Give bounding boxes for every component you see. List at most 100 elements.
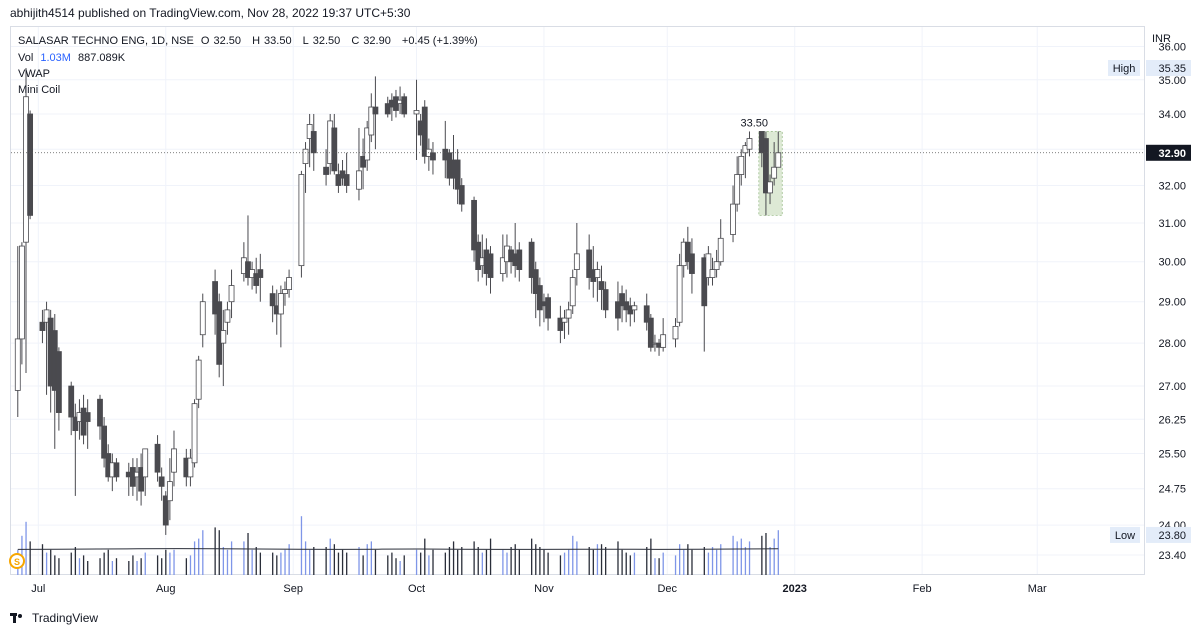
- volume-bar: [715, 549, 718, 575]
- volume-ma-line: [17, 548, 779, 550]
- legend-vwap[interactable]: VWAP: [18, 68, 50, 80]
- volume-bar: [198, 538, 200, 575]
- candle-body: [701, 257, 708, 307]
- volume-bar: [333, 544, 336, 575]
- volume-bar: [687, 544, 689, 575]
- price-tick-label: 24.75: [1158, 484, 1186, 496]
- volume-bar: [140, 558, 142, 575]
- candle-body: [746, 138, 753, 150]
- volume-bar: [165, 549, 167, 575]
- volume-bar: [202, 530, 204, 575]
- candle-body: [454, 159, 461, 190]
- volume-bar: [415, 549, 418, 575]
- time-tick-label: Mar: [1028, 583, 1047, 595]
- candles: [14, 68, 782, 535]
- candle-body: [413, 110, 420, 115]
- volume-bar: [679, 544, 681, 575]
- candle-body: [586, 249, 593, 278]
- candle-body: [191, 403, 198, 464]
- candle-body: [705, 253, 712, 278]
- volume-bar: [132, 555, 134, 575]
- low-value: 23.80: [1158, 530, 1186, 542]
- candle-body: [545, 297, 551, 319]
- high-tag-label: High: [1113, 63, 1136, 75]
- volume-bar: [325, 547, 327, 575]
- candle-body: [298, 174, 305, 267]
- time-tick-label: Jul: [31, 583, 45, 595]
- candle-body: [138, 467, 144, 492]
- overlays: 33.50 S: [9, 117, 1144, 569]
- event-marker-letter: S: [14, 557, 20, 567]
- candle-body: [39, 321, 46, 331]
- volume-bar: [87, 561, 89, 575]
- volume-bar: [625, 552, 627, 575]
- volume-bar: [50, 549, 52, 575]
- candle-body: [27, 113, 34, 216]
- volume-bar: [169, 552, 171, 575]
- low-value-bg: [1146, 526, 1191, 543]
- volume-bar: [568, 549, 570, 575]
- tradingview-logo-icon: [10, 612, 28, 624]
- candle-body: [212, 281, 218, 315]
- volume-bar: [276, 555, 278, 575]
- volume-bar: [115, 558, 118, 575]
- price-tick-label: 31.00: [1158, 218, 1186, 230]
- candle-body: [364, 127, 371, 161]
- volume-bar: [617, 541, 619, 575]
- legend-volume-line[interactable]: Vol 1.03M 887.089K: [18, 52, 129, 64]
- volume-bar: [740, 538, 742, 575]
- volume-bar: [395, 558, 397, 575]
- time-axis: Jul Aug Sep Oct Nov Dec 2023 Feb Mar: [31, 583, 1047, 595]
- volume-bar: [173, 549, 175, 575]
- candle-body: [565, 309, 572, 319]
- volume-bar: [477, 547, 479, 575]
- volume-bar: [280, 552, 282, 575]
- volume-ma-layer: [17, 548, 779, 550]
- volume-bar: [674, 555, 677, 575]
- time-tick-label: 2023: [782, 583, 806, 595]
- candle-body: [775, 152, 782, 168]
- volume-bar: [481, 552, 483, 575]
- candle-body: [487, 253, 494, 278]
- change-field: +0.45 (+1.39%): [401, 35, 478, 47]
- volume-bar: [703, 547, 705, 575]
- candle-body: [767, 181, 773, 194]
- volume-bar: [387, 555, 389, 575]
- candle-body: [647, 317, 654, 348]
- candle-body: [55, 351, 62, 413]
- candle-body: [343, 174, 350, 186]
- candle-body: [187, 457, 194, 478]
- candle-body: [557, 317, 564, 331]
- volume-bar: [658, 558, 660, 575]
- candle-body: [68, 385, 75, 418]
- price-tick-label: 32.00: [1158, 181, 1186, 193]
- volume-bar: [444, 552, 446, 575]
- candle-body: [676, 265, 683, 323]
- candle-body: [763, 138, 769, 194]
- volume-bar: [78, 558, 81, 575]
- symbol-name[interactable]: SALASAR TECHNO ENG, 1D, NSE: [18, 35, 194, 47]
- volume-bar: [189, 555, 192, 575]
- volume-ma-value: 887.089K: [78, 52, 126, 64]
- candle-body: [516, 249, 523, 270]
- volume-bar: [633, 552, 636, 575]
- legend-mini-coil[interactable]: Mini Coil: [18, 84, 61, 96]
- candle-body: [97, 398, 103, 427]
- time-tick-label: Sep: [283, 583, 303, 595]
- price-tick-label: 27.00: [1158, 381, 1186, 393]
- volume-bar: [45, 552, 48, 575]
- volume-bar: [313, 547, 315, 575]
- candle-body: [421, 106, 428, 157]
- volume-bar: [329, 538, 331, 575]
- footer-brand[interactable]: TradingView: [32, 611, 99, 625]
- volume-bar: [247, 533, 249, 575]
- candle-body: [199, 301, 206, 336]
- volume-bar: [473, 541, 475, 575]
- candle-body: [277, 293, 284, 315]
- candle-body: [368, 106, 375, 136]
- price-tick-label: 36.00: [1158, 42, 1186, 54]
- volume-bar: [576, 541, 578, 575]
- candle-body: [14, 338, 21, 391]
- price-tick-label: 35.00: [1158, 75, 1186, 87]
